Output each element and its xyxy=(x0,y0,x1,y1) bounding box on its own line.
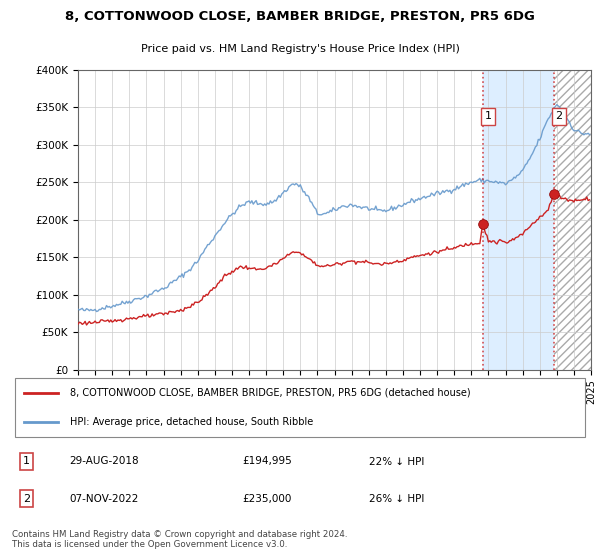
Bar xyxy=(554,70,591,370)
Text: Price paid vs. HM Land Registry's House Price Index (HPI): Price paid vs. HM Land Registry's House … xyxy=(140,44,460,54)
Text: 22% ↓ HPI: 22% ↓ HPI xyxy=(369,456,424,466)
Text: 2: 2 xyxy=(23,494,30,504)
Bar xyxy=(554,70,591,370)
Text: 1: 1 xyxy=(484,111,491,122)
Text: 29-AUG-2018: 29-AUG-2018 xyxy=(70,456,139,466)
Bar xyxy=(483,70,554,370)
Text: £194,995: £194,995 xyxy=(242,456,292,466)
Text: Contains HM Land Registry data © Crown copyright and database right 2024.
This d: Contains HM Land Registry data © Crown c… xyxy=(12,530,347,549)
Text: 26% ↓ HPI: 26% ↓ HPI xyxy=(369,494,424,504)
Text: 1: 1 xyxy=(23,456,30,466)
Bar xyxy=(483,70,554,370)
Text: 8, COTTONWOOD CLOSE, BAMBER BRIDGE, PRESTON, PR5 6DG (detached house): 8, COTTONWOOD CLOSE, BAMBER BRIDGE, PRES… xyxy=(70,388,470,398)
Text: HPI: Average price, detached house, South Ribble: HPI: Average price, detached house, Sout… xyxy=(70,417,313,427)
Text: 2: 2 xyxy=(556,111,563,122)
Bar xyxy=(554,70,591,370)
Text: £235,000: £235,000 xyxy=(242,494,292,504)
Text: 07-NOV-2022: 07-NOV-2022 xyxy=(70,494,139,504)
FancyBboxPatch shape xyxy=(15,378,585,437)
Text: 8, COTTONWOOD CLOSE, BAMBER BRIDGE, PRESTON, PR5 6DG: 8, COTTONWOOD CLOSE, BAMBER BRIDGE, PRES… xyxy=(65,10,535,23)
